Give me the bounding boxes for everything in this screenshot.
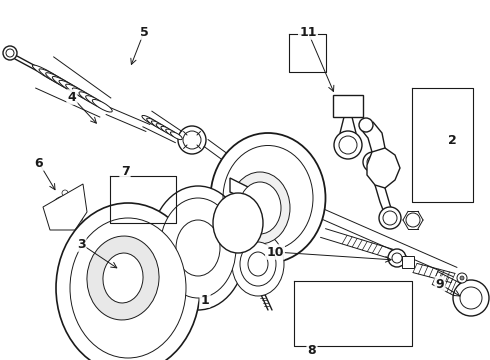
Circle shape bbox=[457, 273, 467, 283]
Circle shape bbox=[104, 211, 113, 219]
Polygon shape bbox=[43, 184, 87, 230]
Ellipse shape bbox=[46, 73, 74, 90]
Circle shape bbox=[175, 239, 183, 247]
Ellipse shape bbox=[92, 99, 112, 112]
Circle shape bbox=[144, 211, 151, 219]
Ellipse shape bbox=[151, 121, 166, 130]
Circle shape bbox=[370, 159, 376, 165]
Circle shape bbox=[61, 206, 69, 214]
Circle shape bbox=[339, 136, 357, 154]
Ellipse shape bbox=[150, 186, 246, 310]
Circle shape bbox=[378, 164, 386, 172]
Ellipse shape bbox=[160, 198, 236, 298]
Ellipse shape bbox=[176, 220, 220, 276]
Ellipse shape bbox=[39, 69, 69, 87]
Circle shape bbox=[383, 211, 397, 225]
Circle shape bbox=[144, 357, 151, 360]
Ellipse shape bbox=[230, 172, 290, 244]
Ellipse shape bbox=[248, 252, 268, 276]
Ellipse shape bbox=[156, 123, 170, 132]
Ellipse shape bbox=[460, 287, 482, 309]
Circle shape bbox=[73, 239, 81, 247]
Circle shape bbox=[187, 284, 195, 292]
Ellipse shape bbox=[213, 193, 263, 253]
Ellipse shape bbox=[59, 80, 85, 96]
Text: 6: 6 bbox=[35, 157, 43, 170]
Ellipse shape bbox=[70, 218, 186, 358]
Text: 5: 5 bbox=[140, 26, 148, 39]
Text: 3: 3 bbox=[77, 238, 85, 251]
Text: 2: 2 bbox=[448, 134, 456, 147]
Text: 11: 11 bbox=[299, 26, 317, 39]
Ellipse shape bbox=[171, 132, 182, 140]
Ellipse shape bbox=[52, 77, 79, 93]
Bar bbox=[402, 256, 414, 268]
Circle shape bbox=[379, 207, 401, 229]
Text: 1: 1 bbox=[200, 293, 209, 306]
Ellipse shape bbox=[166, 129, 178, 137]
Circle shape bbox=[51, 196, 79, 224]
Circle shape bbox=[6, 49, 14, 57]
Bar bbox=[333, 95, 363, 117]
Text: 10: 10 bbox=[266, 246, 284, 258]
Ellipse shape bbox=[240, 242, 276, 286]
Circle shape bbox=[359, 118, 373, 132]
Ellipse shape bbox=[73, 88, 96, 103]
Circle shape bbox=[340, 98, 356, 114]
Ellipse shape bbox=[87, 236, 159, 320]
Ellipse shape bbox=[56, 203, 200, 360]
Text: 4: 4 bbox=[68, 90, 76, 104]
Text: 9: 9 bbox=[436, 278, 444, 291]
Ellipse shape bbox=[86, 96, 107, 109]
Circle shape bbox=[183, 131, 201, 149]
Circle shape bbox=[334, 131, 362, 159]
Text: 7: 7 bbox=[121, 165, 129, 177]
Ellipse shape bbox=[232, 232, 284, 296]
Polygon shape bbox=[367, 148, 400, 188]
Circle shape bbox=[368, 154, 396, 182]
Ellipse shape bbox=[142, 116, 157, 125]
Circle shape bbox=[62, 190, 68, 196]
Ellipse shape bbox=[211, 133, 325, 263]
Circle shape bbox=[73, 329, 81, 337]
Ellipse shape bbox=[32, 65, 63, 84]
Ellipse shape bbox=[239, 182, 281, 234]
Circle shape bbox=[77, 216, 83, 221]
Circle shape bbox=[363, 152, 383, 172]
Circle shape bbox=[178, 126, 206, 154]
Text: 8: 8 bbox=[308, 343, 317, 356]
Circle shape bbox=[388, 249, 406, 267]
Circle shape bbox=[104, 357, 113, 360]
Circle shape bbox=[392, 253, 402, 263]
Circle shape bbox=[56, 201, 74, 219]
Circle shape bbox=[3, 46, 17, 60]
Circle shape bbox=[373, 159, 391, 177]
Ellipse shape bbox=[453, 280, 489, 316]
Circle shape bbox=[460, 276, 464, 280]
Ellipse shape bbox=[147, 118, 162, 127]
Circle shape bbox=[47, 216, 53, 221]
Circle shape bbox=[406, 213, 420, 227]
Polygon shape bbox=[230, 178, 248, 200]
Ellipse shape bbox=[103, 253, 143, 303]
Circle shape bbox=[61, 284, 69, 292]
Ellipse shape bbox=[161, 126, 174, 135]
Ellipse shape bbox=[79, 92, 101, 106]
Circle shape bbox=[367, 156, 379, 168]
Circle shape bbox=[175, 329, 183, 337]
Ellipse shape bbox=[66, 84, 90, 99]
